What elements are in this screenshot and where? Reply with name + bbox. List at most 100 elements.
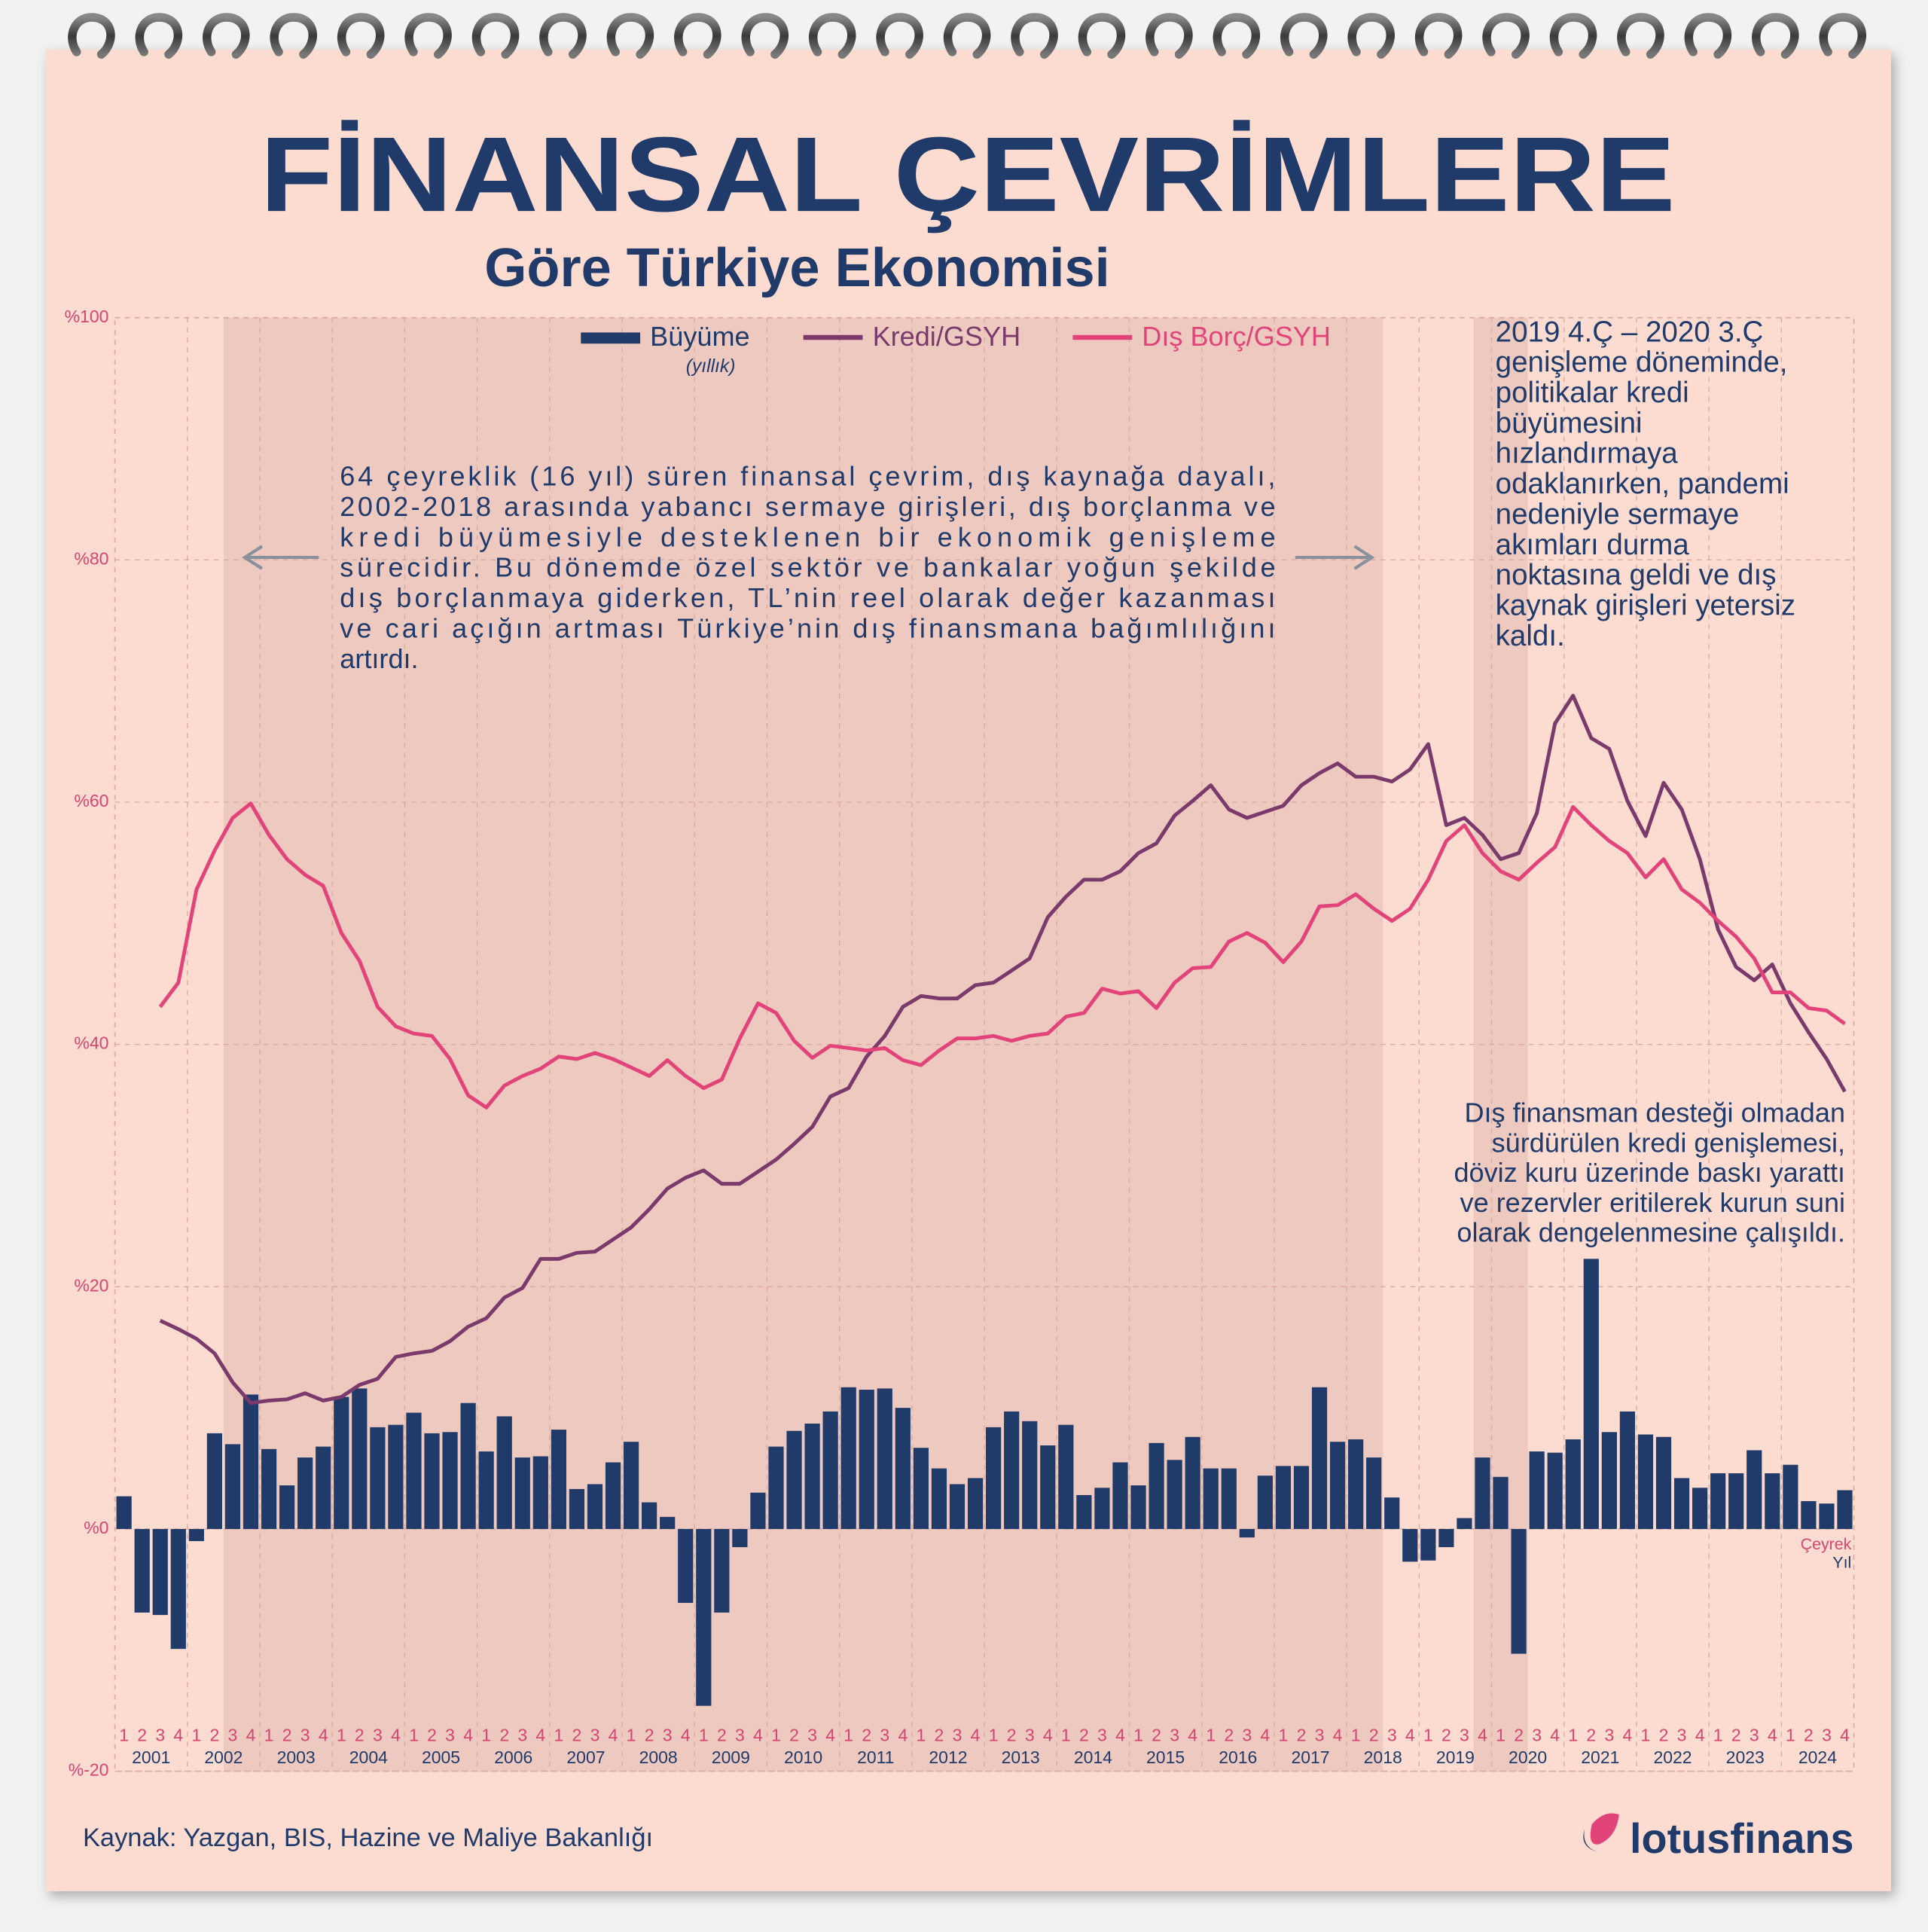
coil — [1414, 13, 1463, 59]
annotation: odaklanırken, pandemi — [1496, 468, 1789, 500]
x-tick-label: 3 — [445, 1726, 455, 1745]
coil — [1347, 13, 1395, 59]
x-tick-label: 1 — [699, 1726, 709, 1745]
bar — [1819, 1503, 1835, 1529]
bar — [1565, 1439, 1581, 1529]
x-tick-label: 1 — [1496, 1726, 1505, 1745]
bar — [1094, 1488, 1110, 1529]
legend-swatch — [581, 332, 641, 344]
bar — [134, 1528, 150, 1613]
bar — [1329, 1442, 1346, 1529]
x-tick-label: 2 — [645, 1726, 654, 1745]
annotation: 64 çeyreklik (16 yıl) süren finansal çev… — [340, 461, 1275, 492]
bar — [750, 1492, 766, 1529]
x-tick-label: 3 — [590, 1726, 600, 1745]
x-tick-label: 1 — [989, 1726, 999, 1745]
x-tick-label: 3 — [300, 1726, 310, 1745]
annotation: nedeniyle sermaye — [1496, 498, 1740, 530]
x-tick-label: 4 — [753, 1726, 763, 1745]
bar — [1311, 1387, 1328, 1529]
x-tick-label: 4 — [1840, 1726, 1850, 1745]
bar — [460, 1402, 476, 1529]
bar — [714, 1528, 730, 1613]
x-tick-label: 2 — [1731, 1726, 1741, 1745]
bar — [1040, 1445, 1056, 1529]
x-tick-label: 1 — [554, 1726, 563, 1745]
annotation: dış borçlanmaya giderken, TL’nin reel ol… — [340, 582, 1275, 613]
bar — [1493, 1476, 1509, 1529]
bar — [224, 1444, 241, 1529]
x-tick-label: 4 — [971, 1726, 981, 1745]
coil — [1752, 13, 1799, 59]
bar — [1637, 1434, 1654, 1529]
annotation: büyümesini — [1496, 407, 1643, 439]
x-tick-label: 2 — [427, 1726, 437, 1745]
coil — [876, 13, 923, 59]
coil — [1684, 13, 1732, 59]
coil — [135, 13, 183, 59]
coil — [337, 13, 385, 59]
year-label: 2001 — [132, 1747, 170, 1767]
bar — [732, 1528, 748, 1548]
bar — [206, 1433, 222, 1529]
x-tick-label: 2 — [1152, 1726, 1161, 1745]
x-tick-label: 3 — [373, 1726, 383, 1745]
annotation: kredi büyümesiyle desteklenen bir ekonom… — [340, 521, 1275, 552]
bar — [1655, 1436, 1672, 1529]
coil — [1213, 13, 1261, 59]
x-tick-label: 3 — [517, 1726, 527, 1745]
bar — [1257, 1476, 1273, 1529]
x-tick-label: 3 — [735, 1726, 745, 1745]
x-tick-label: 4 — [1768, 1726, 1777, 1745]
bar — [334, 1396, 349, 1529]
x-tick-label: 2 — [1659, 1726, 1669, 1745]
x-tick-label: 4 — [463, 1726, 473, 1745]
bar — [261, 1448, 277, 1529]
x-tick-label: 2 — [1441, 1726, 1451, 1745]
year-label: 2017 — [1291, 1747, 1329, 1767]
bar — [822, 1411, 838, 1529]
x-tick-label: 3 — [1315, 1726, 1325, 1745]
x-tick-label: 4 — [1550, 1726, 1560, 1745]
year-label: 2004 — [349, 1747, 388, 1767]
x-tick-label: 4 — [1333, 1726, 1343, 1745]
bar — [1275, 1466, 1292, 1529]
bar — [967, 1478, 984, 1529]
bar — [1601, 1432, 1617, 1529]
x-tick-label: 2 — [1804, 1726, 1814, 1745]
x-tick-label: 2 — [355, 1726, 365, 1745]
coil — [1280, 13, 1328, 59]
x-tick-label: 1 — [1713, 1726, 1723, 1745]
coil — [1482, 13, 1530, 59]
year-label: 2022 — [1653, 1747, 1692, 1767]
x-tick-label: 4 — [898, 1726, 908, 1745]
bar — [1511, 1528, 1527, 1654]
x-tick-label: 4 — [246, 1726, 256, 1745]
x-tick-label: 1 — [1061, 1726, 1071, 1745]
year-label: 2015 — [1146, 1747, 1185, 1767]
annotation: kaldı. — [1496, 620, 1565, 652]
coil — [270, 13, 317, 59]
x-tick-label: 2 — [499, 1726, 509, 1745]
legend-label: Dış Borç/GSYH — [1142, 321, 1331, 352]
bar — [1402, 1528, 1418, 1562]
y-tick-label: %60 — [74, 791, 108, 810]
bar — [1583, 1259, 1599, 1529]
bar — [1149, 1442, 1164, 1529]
year-label: 2002 — [204, 1747, 243, 1767]
spiral-binding — [68, 13, 1867, 59]
year-label: 2010 — [784, 1747, 822, 1767]
x-tick-label: 4 — [173, 1726, 183, 1745]
x-tick-label: 2 — [572, 1726, 582, 1745]
x-tick-label: 2 — [210, 1726, 220, 1745]
bar — [406, 1412, 422, 1529]
bar — [1529, 1451, 1545, 1529]
bar — [986, 1427, 1002, 1529]
bar — [804, 1424, 820, 1529]
bar — [931, 1468, 947, 1529]
x-tick-label: 2 — [1297, 1726, 1307, 1745]
x-tick-label: 3 — [807, 1726, 817, 1745]
annotation: sürdürülen kredi genişlemesi, — [1492, 1127, 1845, 1158]
coil — [1819, 13, 1867, 59]
bar — [1076, 1494, 1092, 1529]
